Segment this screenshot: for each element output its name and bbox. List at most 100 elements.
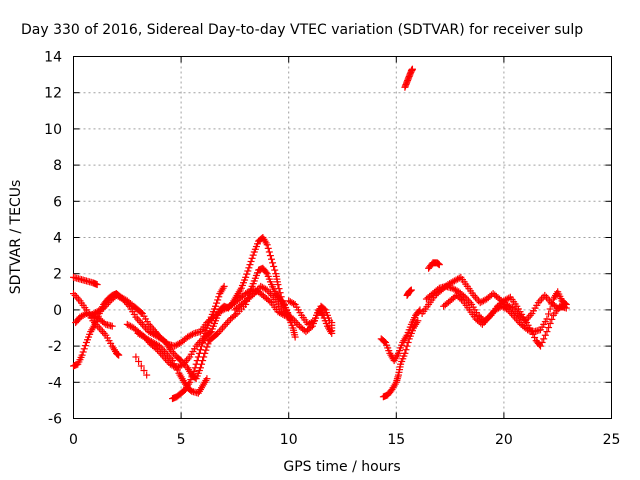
data-point: [457, 295, 465, 303]
data-point: [561, 300, 569, 308]
data-point: [217, 326, 225, 334]
data-point: [140, 367, 148, 375]
data-point: [191, 364, 199, 372]
data-point: [246, 261, 254, 269]
data-point: [543, 315, 551, 323]
data-point: [108, 322, 116, 330]
data-point: [545, 324, 553, 332]
data-point: [220, 282, 228, 290]
data-point: [95, 324, 103, 332]
data-point: [538, 295, 546, 303]
data-point: [115, 351, 123, 359]
data-point: [545, 310, 553, 318]
y-tick-label: 4: [53, 231, 62, 247]
data-point: [93, 281, 101, 289]
data-point: [135, 357, 143, 365]
data-point: [143, 371, 151, 379]
data-point: [541, 291, 549, 299]
data-point: [283, 310, 291, 318]
data-point: [174, 340, 182, 348]
data-point: [318, 310, 326, 318]
data-point: [401, 349, 409, 357]
y-tick-label: 14: [44, 50, 62, 66]
data-point: [142, 324, 150, 332]
data-point: [70, 290, 77, 298]
series-trace-o: [403, 286, 415, 299]
data-point: [455, 274, 463, 282]
data-point: [538, 338, 546, 346]
data-point: [203, 343, 211, 351]
data-point: [262, 268, 270, 276]
data-point: [288, 299, 296, 307]
data-point: [192, 360, 200, 368]
data-point: [264, 244, 272, 252]
y-tick-label: 12: [44, 86, 62, 102]
data-point: [275, 285, 283, 293]
series-trace-g: [168, 234, 295, 403]
data-point: [100, 329, 108, 337]
y-tick-label: 8: [53, 158, 62, 174]
data-point: [206, 329, 214, 337]
data-point: [260, 284, 268, 292]
data-point: [408, 65, 416, 73]
data-point: [247, 257, 255, 265]
data-point: [248, 254, 256, 262]
x-tick-label: 25: [603, 432, 621, 448]
data-point: [137, 309, 145, 317]
data-point: [79, 348, 87, 356]
data-point: [266, 297, 274, 305]
data-point: [99, 328, 107, 336]
data-point: [81, 342, 89, 350]
data-point: [188, 330, 196, 338]
data-point: [294, 320, 302, 328]
data-point: [245, 264, 253, 272]
x-tick-label: 20: [495, 432, 513, 448]
data-point: [204, 340, 212, 348]
plot-frame: [73, 56, 612, 419]
data-point: [146, 322, 154, 330]
y-tick-label: -6: [48, 412, 62, 428]
data-point: [212, 302, 220, 310]
y-axis-title: SDTVAR / TECUs: [8, 180, 24, 295]
data-point: [73, 293, 81, 301]
chart-title: Day 330 of 2016, Sidereal Day-to-day VTE…: [21, 22, 583, 38]
data-point: [271, 266, 279, 274]
data-point: [541, 331, 549, 339]
y-tick-labels: -6 -4 -2 0 2 4 6 8 10 12 14: [44, 50, 62, 428]
y-tick-label: -2: [48, 339, 62, 355]
data-point: [270, 262, 278, 270]
data-point: [244, 267, 252, 275]
data-point: [71, 291, 79, 299]
data-point: [276, 289, 284, 297]
data-point: [540, 335, 548, 343]
data-point: [320, 305, 328, 313]
data-point: [134, 315, 142, 323]
data-point: [471, 293, 479, 301]
data-point: [222, 320, 230, 328]
data-point: [274, 281, 282, 289]
data-point: [243, 270, 251, 278]
x-tick-labels: 0 5 10 15 20 25: [69, 432, 620, 448]
data-point: [213, 299, 221, 307]
data-point: [291, 333, 299, 341]
data-point: [242, 273, 250, 281]
data-point: [546, 319, 554, 327]
series-trace-s: [440, 288, 570, 336]
data-point: [74, 295, 82, 303]
data-point: [414, 317, 422, 325]
data-point: [223, 319, 231, 327]
x-tick-label: 10: [280, 432, 298, 448]
data-point: [214, 296, 222, 304]
series-trace-q: [418, 273, 568, 325]
series-trace-c: [70, 273, 101, 289]
data-point: [195, 349, 203, 357]
data-point: [526, 311, 534, 319]
data-point: [225, 317, 233, 325]
data-point: [140, 322, 148, 330]
data-point: [546, 305, 554, 313]
data-point: [435, 261, 443, 269]
data-point: [203, 375, 211, 383]
data-point: [265, 248, 273, 256]
data-point: [135, 317, 143, 325]
